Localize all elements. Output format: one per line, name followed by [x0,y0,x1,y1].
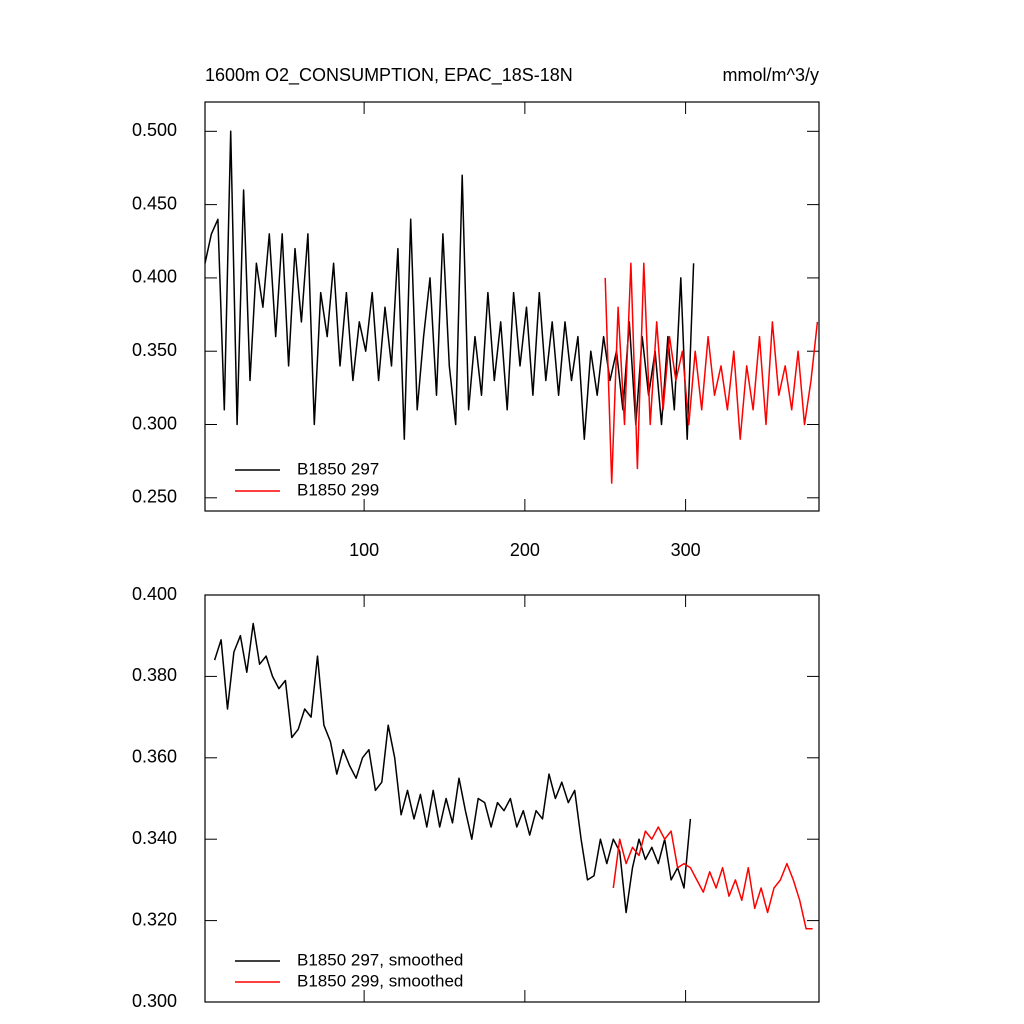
y-tick-label: 0.400 [132,267,177,287]
y-tick-label: 0.450 [132,193,177,213]
legend-label: B1850 299 [297,480,379,499]
y-tick-label: 0.360 [132,747,177,767]
y-tick-label: 0.400 [132,584,177,604]
legend-label: B1850 297, smoothed [297,950,463,969]
units: mmol/m^3/y [723,65,819,85]
data-line [612,826,813,930]
y-tick-label: 0.300 [132,413,177,433]
plot-frame [204,101,820,512]
y-tick-label: 0.300 [132,991,177,1011]
legend-label: B1850 297 [297,459,379,478]
y-tick-label: 0.500 [132,120,177,140]
x-tick-label: 300 [671,540,701,560]
data-line [213,622,692,914]
x-tick-label: 100 [349,540,379,560]
y-tick-label: 0.380 [132,665,177,685]
y-tick-label: 0.350 [132,340,177,360]
plot-frame [204,594,820,1003]
y-tick-label: 0.250 [132,487,177,507]
chart-title: 1600m O2_CONSUMPTION, EPAC_18S-18N [205,65,573,86]
y-tick-label: 0.320 [132,909,177,929]
data-line [204,130,695,440]
data-line [604,262,819,484]
legend-label: B1850 299, smoothed [297,971,463,990]
y-tick-label: 0.340 [132,828,177,848]
x-tick-label: 200 [510,540,540,560]
